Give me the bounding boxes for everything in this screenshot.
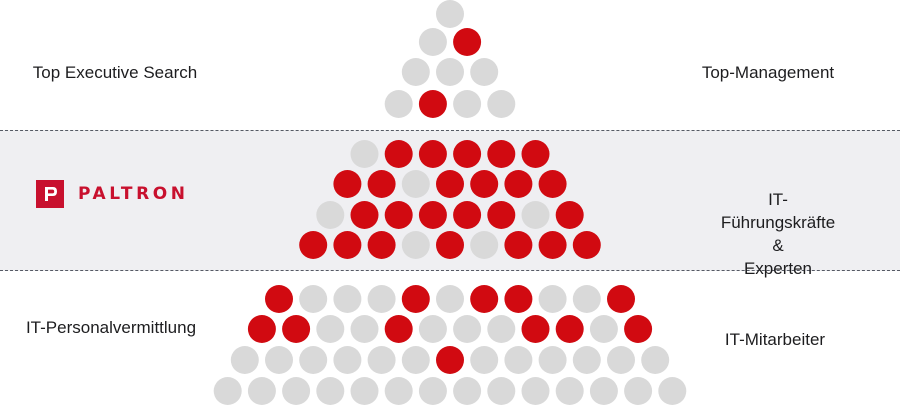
- tier-2-dot-red: [470, 170, 499, 198]
- tier-1-dot-grey: [418, 28, 447, 56]
- tier-3-dot-red: [265, 285, 293, 313]
- tier-3-dot-red: [470, 285, 499, 313]
- tier-3-dot-grey: [299, 346, 328, 374]
- tier-2-dot-red: [384, 201, 413, 229]
- tier-3-dot-grey: [624, 377, 653, 405]
- tier-3-dot-grey: [316, 377, 345, 405]
- tier-3-dot-grey: [589, 377, 618, 405]
- tier-1-dot-grey: [436, 0, 464, 28]
- tier-2-dot-grey: [470, 231, 499, 259]
- tier-3-dot-grey: [230, 346, 259, 374]
- tier-3-dot-grey: [333, 346, 362, 374]
- tier-3-dot-grey: [453, 377, 482, 405]
- tier-3-dot-grey: [418, 315, 447, 343]
- tier-3-dot-grey: [641, 346, 670, 374]
- tier-2-dot-red: [453, 201, 482, 229]
- tier-2-dot-red: [384, 140, 413, 168]
- tier-3-dot-grey: [487, 315, 516, 343]
- tier-3-dot-grey: [247, 377, 276, 405]
- tier-3-right-label: IT-Mitarbeiter: [724, 330, 826, 349]
- tier-3-dot-grey: [572, 346, 601, 374]
- tier-3-dot-grey: [572, 285, 601, 313]
- tier-3-dot-grey: [367, 346, 396, 374]
- tier-3-dot-grey: [316, 315, 345, 343]
- tier-3-dot-grey: [453, 315, 482, 343]
- tier-2-dot-red: [555, 201, 584, 229]
- tier-3-left-label: IT-Personalvermittlung: [25, 318, 197, 337]
- tier-3-dot-red: [282, 315, 311, 343]
- tier-3-dot-red: [401, 285, 430, 313]
- tier-1-dot-red: [453, 28, 482, 56]
- tier-2-dot-red: [538, 231, 567, 259]
- tier-2-dot-red: [504, 231, 533, 259]
- tier-2-dot-red: [453, 140, 482, 168]
- tier-2-dot-red: [418, 140, 447, 168]
- tier-3-dot-grey: [265, 346, 293, 374]
- tier-1-dot-grey: [436, 58, 464, 86]
- tier-2-dot-red: [572, 231, 601, 259]
- tier-3-dot-grey: [350, 377, 379, 405]
- tier-3-dot-red: [624, 315, 653, 343]
- tier-2-dot-red: [436, 231, 464, 259]
- tier-3-dot-grey: [538, 346, 567, 374]
- tier-3-dot-grey: [487, 377, 516, 405]
- tier-3-dot-red: [436, 346, 464, 374]
- tier-3-dot-grey: [384, 377, 413, 405]
- tier-3-dot-grey: [538, 285, 567, 313]
- tier-2-dot-grey: [350, 140, 379, 168]
- tier-2-dot-red: [487, 201, 516, 229]
- tier-1-dot-grey: [470, 58, 499, 86]
- tier-1-dot-grey: [401, 58, 430, 86]
- tier-2-dot-red: [350, 201, 379, 229]
- tier-3-dot-red: [555, 315, 584, 343]
- tier-3-dot-grey: [350, 315, 379, 343]
- tier-2-dot-grey: [401, 231, 430, 259]
- tier-3-dot-grey: [470, 346, 499, 374]
- tier-3-dot-grey: [367, 285, 396, 313]
- paltron-logo-text: PALTRON: [78, 184, 189, 204]
- tier-3-dot-red: [504, 285, 533, 313]
- tier-1-right-label: Top-Management: [701, 63, 835, 82]
- paltron-logo: PALTRON: [36, 180, 189, 208]
- tier-2-dot-red: [418, 201, 447, 229]
- tier-3-dot-grey: [213, 377, 242, 405]
- tier-2-right-label: IT-Führungskräfte & Experten: [720, 190, 836, 278]
- tier-3-dot-red: [384, 315, 413, 343]
- tier-2-dot-grey: [521, 201, 550, 229]
- tier-3-dot-grey: [521, 377, 550, 405]
- tier-2-dot-red: [487, 140, 516, 168]
- tier-2-dot-red: [521, 140, 550, 168]
- tier-3-dot-grey: [282, 377, 311, 405]
- tier-1-dot-grey: [487, 90, 516, 118]
- tier-3-dot-grey: [589, 315, 618, 343]
- tier-3-dot-red: [247, 315, 276, 343]
- tier-2-dot-red: [367, 170, 396, 198]
- tier-2-dot-red: [333, 170, 362, 198]
- tier-2-dot-red: [299, 231, 328, 259]
- tier-3-dot-grey: [658, 377, 687, 405]
- tier-3-dot-red: [521, 315, 550, 343]
- tier-2-dot-red: [367, 231, 396, 259]
- tier-3-dot-grey: [333, 285, 362, 313]
- tier-1-dot-red: [418, 90, 447, 118]
- tier-2-dot-red: [504, 170, 533, 198]
- tier-2-dot-grey: [401, 170, 430, 198]
- tier-1-dot-grey: [384, 90, 413, 118]
- tier-3-dot-grey: [418, 377, 447, 405]
- tier-2-dot-red: [538, 170, 567, 198]
- tier-3-dot-grey: [555, 377, 584, 405]
- tier-1-dot-grey: [453, 90, 482, 118]
- tier-1-left-label: Top Executive Search: [32, 63, 198, 82]
- tier-3-dot-grey: [436, 285, 464, 313]
- tier-3-dot-grey: [299, 285, 328, 313]
- tier-3-dot-grey: [607, 346, 635, 374]
- tier-2-dot-grey: [316, 201, 345, 229]
- tier-2-dot-red: [333, 231, 362, 259]
- tier-3-dot-grey: [504, 346, 533, 374]
- tier-3-dot-grey: [401, 346, 430, 374]
- paltron-p-logo-icon: [36, 180, 64, 208]
- tier-2-dot-red: [436, 170, 464, 198]
- tier-3-dot-red: [607, 285, 635, 313]
